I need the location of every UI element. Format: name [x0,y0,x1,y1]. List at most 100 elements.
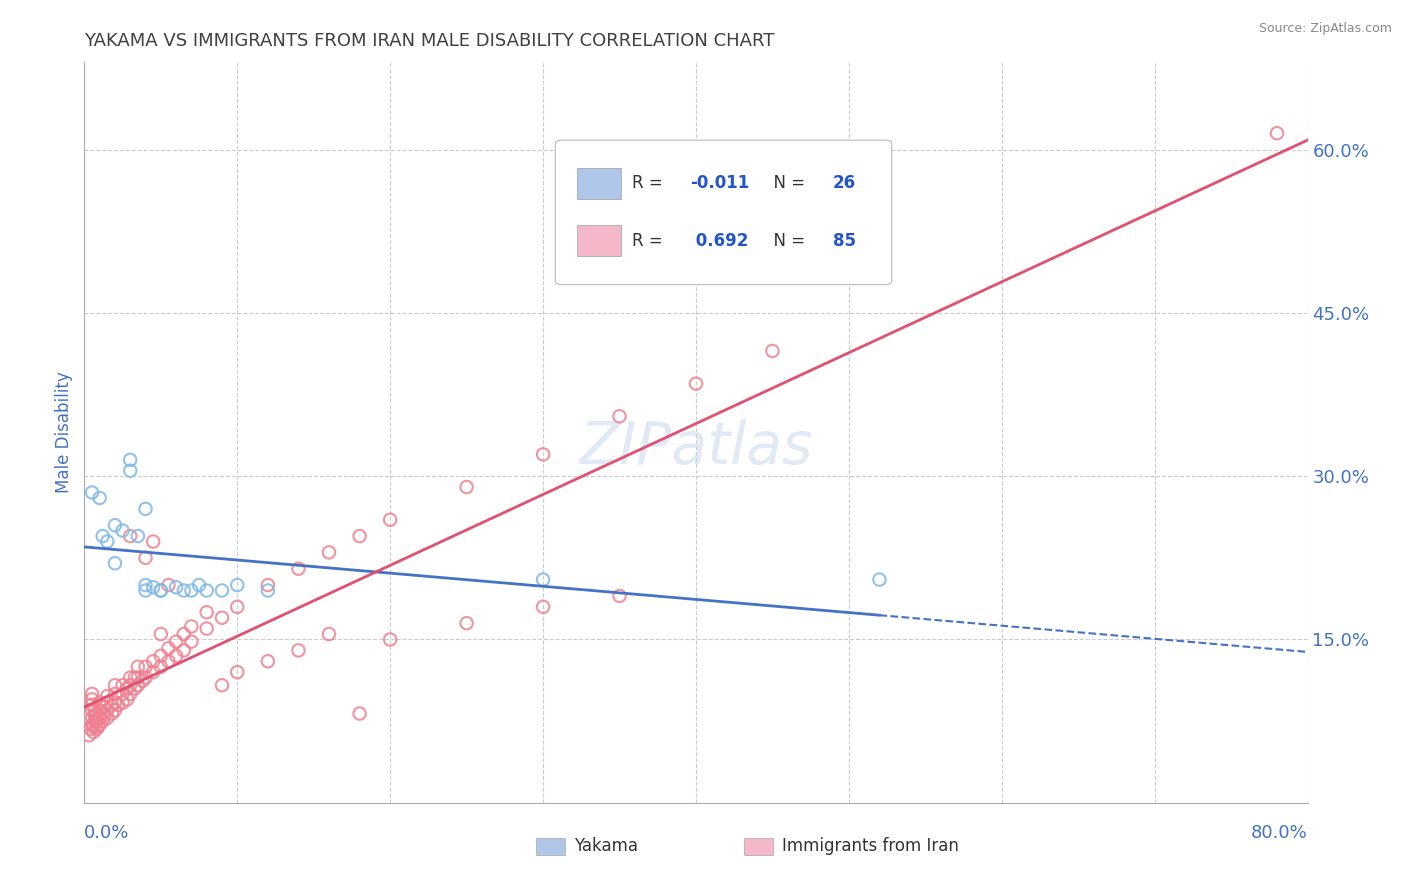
Point [87,711,110,725]
Point [96,696,118,710]
Point [135,671,157,685]
Point [149,627,172,641]
Point [131,673,153,688]
Point [173,627,195,641]
Point [124,671,146,685]
Point [287,643,309,657]
Point [165,580,187,594]
Point [257,578,280,592]
Point [120,529,142,543]
Text: 26: 26 [832,174,856,192]
Point [111,524,134,538]
Point [104,678,127,692]
Point [80,711,103,725]
Point [80,698,103,712]
Point [531,573,554,587]
Point [142,654,165,668]
Point [124,681,146,696]
Point [211,678,233,692]
Point [84,703,107,717]
Point [157,578,180,592]
Point [165,648,187,663]
Point [195,622,218,636]
Text: N =: N = [763,174,811,192]
Point [180,583,202,598]
Point [111,678,134,692]
Point [93,708,115,723]
Point [107,698,129,712]
Point [1265,126,1288,140]
Point [101,706,124,721]
Point [115,692,138,706]
Point [87,720,110,734]
Point [211,583,233,598]
FancyBboxPatch shape [536,838,565,855]
Point [157,641,180,656]
FancyBboxPatch shape [555,140,891,285]
Point [86,706,108,721]
Text: Yakama: Yakama [574,837,638,855]
Point [120,464,142,478]
Point [135,578,157,592]
Text: Immigrants from Iran: Immigrants from Iran [782,837,959,855]
Point [685,376,707,391]
Point [173,643,195,657]
Point [80,692,103,706]
Point [287,562,309,576]
FancyBboxPatch shape [578,226,621,256]
Point [127,671,149,685]
Text: N =: N = [763,232,811,250]
Point [869,573,891,587]
Point [127,529,149,543]
Point [226,578,249,592]
Point [318,545,340,559]
Point [149,583,172,598]
Point [149,583,172,598]
Point [91,529,114,543]
Point [761,343,783,358]
Point [120,678,142,692]
Point [211,611,233,625]
Text: 0.0%: 0.0% [84,823,129,841]
Text: YAKAMA VS IMMIGRANTS FROM IRAN MALE DISABILITY CORRELATION CHART: YAKAMA VS IMMIGRANTS FROM IRAN MALE DISA… [84,32,775,50]
Point [456,480,478,494]
Point [111,696,134,710]
Point [89,491,111,505]
Point [142,580,165,594]
Point [180,619,202,633]
Point [173,583,195,598]
Point [84,708,107,723]
Point [96,711,118,725]
Point [115,681,138,696]
FancyBboxPatch shape [744,838,773,855]
Point [380,632,402,647]
Y-axis label: Male Disability: Male Disability [55,372,73,493]
Point [188,578,211,592]
Point [96,689,118,703]
Point [80,687,103,701]
Point [127,678,149,692]
Point [83,720,105,734]
Point [91,714,114,728]
Point [165,634,187,648]
Point [79,722,101,736]
Point [257,654,280,668]
Text: R =: R = [633,174,668,192]
Point [104,696,127,710]
Point [120,671,142,685]
Point [104,518,127,533]
Point [96,534,118,549]
FancyBboxPatch shape [578,168,621,199]
Point [531,599,554,614]
Point [120,453,142,467]
Point [83,725,105,739]
Text: ZIPatlas: ZIPatlas [579,419,813,476]
Point [89,696,111,710]
Point [226,599,249,614]
Text: 80.0%: 80.0% [1251,823,1308,841]
Point [104,556,127,570]
Point [349,529,371,543]
Point [86,714,108,728]
Point [80,703,103,717]
Point [135,550,157,565]
